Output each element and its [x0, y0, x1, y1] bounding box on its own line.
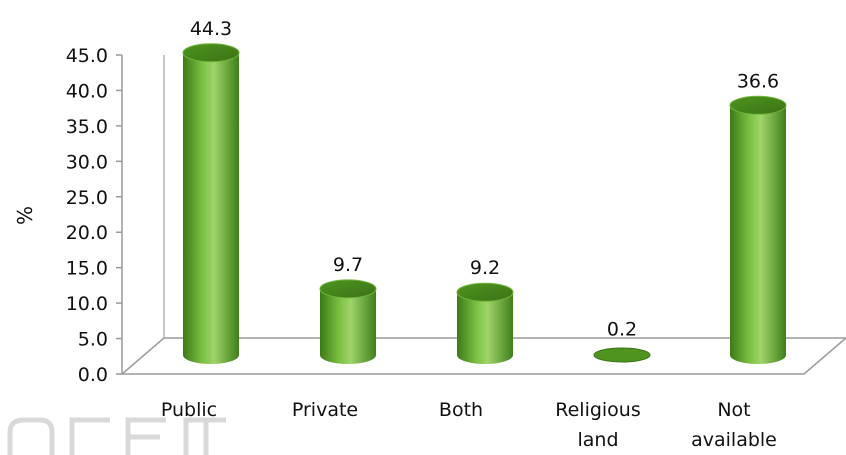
category-label: Religious — [555, 399, 641, 421]
category-label: land — [577, 429, 618, 451]
bar-2 — [456, 282, 514, 364]
floor-plane — [119, 337, 846, 375]
bar-top — [593, 347, 651, 363]
category-label: Public — [161, 399, 217, 421]
bar-body — [320, 288, 376, 364]
data-label: 0.2 — [607, 319, 637, 341]
bar-body — [457, 292, 513, 364]
y-tick-label: 10.0 — [66, 293, 108, 315]
category-label: Private — [292, 399, 358, 421]
y-tick-label: 45.0 — [66, 45, 108, 67]
y-tick-label: 40.0 — [66, 80, 108, 102]
bar-4 — [729, 95, 787, 364]
y-axis-label: % — [13, 206, 37, 225]
y-tick-label: 25.0 — [66, 187, 108, 209]
y-tick-label: 15.0 — [66, 258, 108, 280]
bar-top — [729, 95, 787, 115]
bar-top — [182, 43, 240, 63]
bar-body — [730, 105, 786, 364]
bar-top — [456, 282, 514, 302]
category-label: Not — [717, 399, 750, 421]
data-label: 36.6 — [737, 70, 779, 92]
y-tick-label: 20.0 — [66, 222, 108, 244]
bar-0 — [182, 43, 240, 365]
watermark-logo — [7, 417, 226, 455]
bar-top — [319, 279, 377, 299]
y-tick-label: 0.0 — [78, 364, 108, 386]
data-label: 9.2 — [470, 257, 500, 279]
category-label: available — [691, 429, 777, 451]
axes: 0.0 5.0 10.0 15.0 20.0 25.0 30.0 35.0 40.0 45.0 — [66, 45, 846, 386]
bar-body — [183, 52, 239, 365]
y-tick-label: 30.0 — [66, 151, 108, 173]
bar-1 — [319, 279, 377, 364]
bar-3 — [593, 347, 651, 363]
labels: % 44.3 9.7 9.2 0.2 36.6 Public Private Both Relig… — [13, 18, 779, 451]
data-label: 9.7 — [333, 254, 363, 276]
y-tick-label: 35.0 — [66, 116, 108, 138]
bars — [182, 43, 787, 365]
category-label: Both — [439, 399, 483, 421]
data-label: 44.3 — [190, 18, 232, 40]
y-tick-label: 5.0 — [78, 329, 108, 351]
